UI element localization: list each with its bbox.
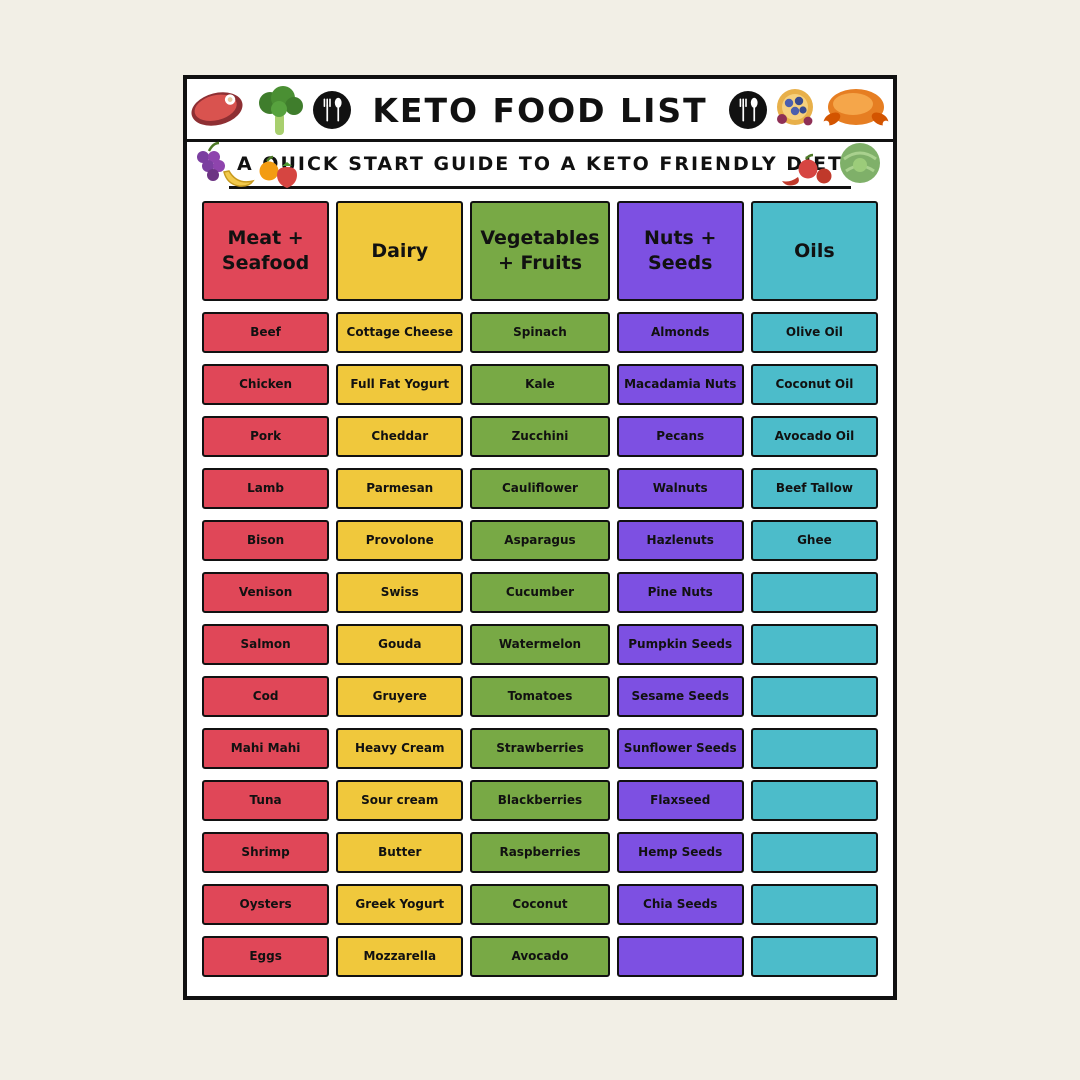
food-item-cell: Gruyere [336, 676, 464, 717]
food-item-cell: Pine Nuts [616, 572, 744, 613]
column-header-vegetables-fruits: Vegetables + Fruits [470, 201, 610, 301]
empty-food-cell [616, 936, 744, 977]
food-item-cell: Cod [202, 676, 330, 717]
column-header-meat-seafood: Meat + Seafood [202, 201, 330, 301]
food-item-cell: Swiss [336, 572, 464, 613]
food-item-cell: Cauliflower [470, 468, 610, 509]
food-item-cell: Full Fat Yogurt [336, 364, 464, 405]
food-item-cell: Salmon [202, 624, 330, 665]
empty-food-cell [750, 676, 878, 717]
food-item-cell: Ghee [750, 520, 878, 561]
food-item-cell: Mahi Mahi [202, 728, 330, 769]
food-item-cell: Mozzarella [336, 936, 464, 977]
food-item-cell: Almonds [616, 312, 744, 353]
food-item-cell: Kale [470, 364, 610, 405]
empty-food-cell [750, 728, 878, 769]
food-item-cell: Parmesan [336, 468, 464, 509]
food-item-cell: Sunflower Seeds [616, 728, 744, 769]
food-item-cell: Cheddar [336, 416, 464, 457]
food-item-cell: Beef [202, 312, 330, 353]
food-item-cell: Oysters [202, 884, 330, 925]
page-title: KETO FOOD LIST [372, 90, 708, 130]
food-item-cell: Avocado [470, 936, 610, 977]
fork-spoon-icon [728, 91, 767, 129]
food-item-cell: Gouda [336, 624, 464, 665]
food-item-cell: Flaxseed [616, 780, 744, 821]
food-item-cell: Spinach [470, 312, 610, 353]
food-item-cell: Chia Seeds [616, 884, 744, 925]
keto-food-list-card: KETO FOOD LIST A QUICK START GUIDE TO A … [183, 75, 897, 1000]
food-item-cell: Olive Oil [750, 312, 878, 353]
empty-food-cell [750, 832, 878, 873]
food-item-cell: Beef Tallow [750, 468, 878, 509]
food-item-cell: Walnuts [616, 468, 744, 509]
subtitle-divider [229, 186, 851, 189]
food-item-cell: Butter [336, 832, 464, 873]
page-subtitle: A QUICK START GUIDE TO A KETO FRIENDLY D… [236, 153, 844, 175]
food-item-cell: Bison [202, 520, 330, 561]
food-item-cell: Cottage Cheese [336, 312, 464, 353]
food-item-cell: Hazlenuts [616, 520, 744, 561]
empty-food-cell [750, 884, 878, 925]
food-item-cell: Tuna [202, 780, 330, 821]
food-table: Meat + Seafood Beef Chicken Pork Lamb Bison Ve… [187, 189, 893, 977]
food-item-cell: Lamb [202, 468, 330, 509]
food-item-cell: Chicken [202, 364, 330, 405]
column-header-dairy: Dairy [336, 201, 464, 301]
food-item-cell: Hemp Seeds [616, 832, 744, 873]
empty-food-cell [750, 572, 878, 613]
food-item-cell: Pumpkin Seeds [616, 624, 744, 665]
food-item-cell: Strawberries [470, 728, 610, 769]
empty-food-cell [750, 624, 878, 665]
food-item-cell: Sour cream [336, 780, 464, 821]
food-item-cell: Shrimp [202, 832, 330, 873]
empty-food-cell [750, 780, 878, 821]
empty-food-cell [750, 936, 878, 977]
food-item-cell: Heavy Cream [336, 728, 464, 769]
fork-spoon-icon [313, 91, 352, 129]
food-item-cell: Provolone [336, 520, 464, 561]
column-header-nuts-seeds: Nuts + Seeds [616, 201, 744, 301]
food-item-cell: Pork [202, 416, 330, 457]
food-item-cell: Blackberries [470, 780, 610, 821]
food-item-cell: Cucumber [470, 572, 610, 613]
header-divider [187, 139, 893, 142]
header: KETO FOOD LIST [187, 81, 893, 139]
food-item-cell: Watermelon [470, 624, 610, 665]
food-item-cell: Avocado Oil [750, 416, 878, 457]
food-item-cell: Venison [202, 572, 330, 613]
food-item-cell: Coconut [470, 884, 610, 925]
food-item-cell: Zucchini [470, 416, 610, 457]
food-item-cell: Pecans [616, 416, 744, 457]
food-item-cell: Eggs [202, 936, 330, 977]
food-item-cell: Asparagus [470, 520, 610, 561]
column-header-oils: Oils [750, 201, 878, 301]
food-item-cell: Greek Yogurt [336, 884, 464, 925]
food-item-cell: Raspberries [470, 832, 610, 873]
food-item-cell: Coconut Oil [750, 364, 878, 405]
food-item-cell: Sesame Seeds [616, 676, 744, 717]
food-item-cell: Tomatoes [470, 676, 610, 717]
food-item-cell: Macadamia Nuts [616, 364, 744, 405]
